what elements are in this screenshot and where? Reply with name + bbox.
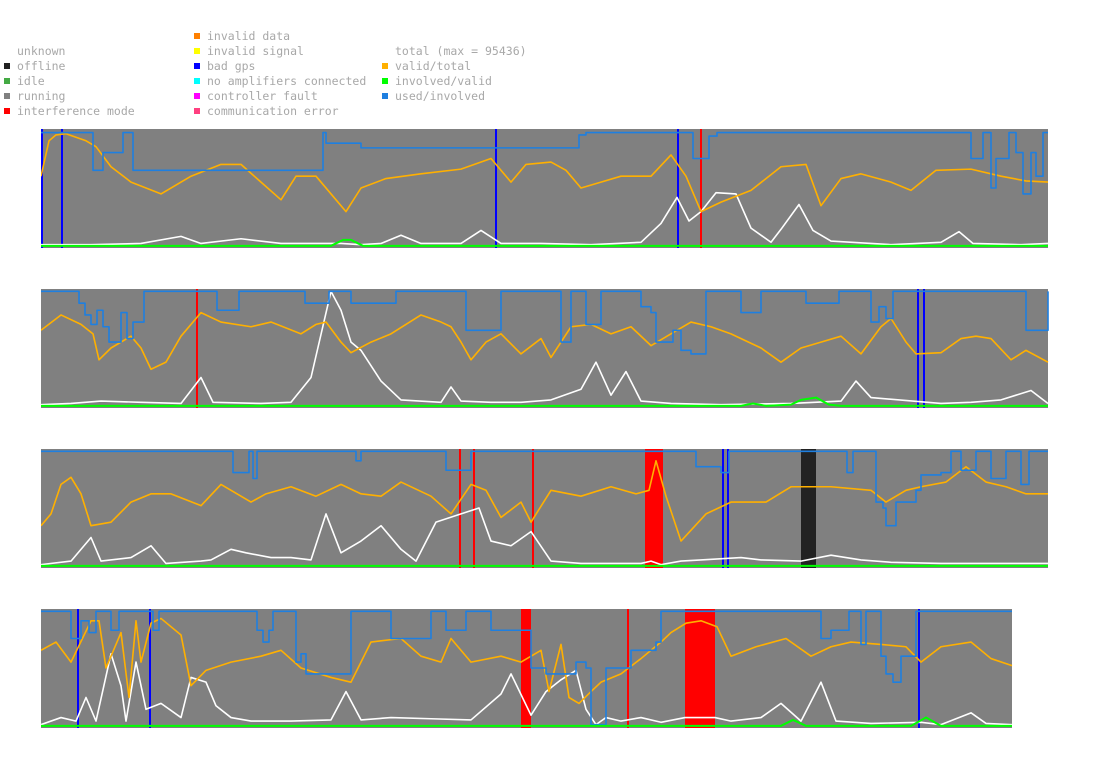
status-bad-gps — [677, 129, 679, 248]
series-valid-total-line — [41, 132, 1049, 213]
chart-row-4 — [41, 609, 1013, 730]
series-involved-valid-line — [41, 396, 1048, 407]
series-involved-valid-line — [41, 716, 1012, 727]
status-interference — [645, 449, 663, 568]
status-interference — [685, 609, 715, 728]
status-interference — [532, 449, 534, 568]
status-interference — [196, 289, 198, 408]
chart-row-2-svg — [41, 289, 1049, 408]
series-total-line — [41, 191, 1049, 246]
legend-swatch — [194, 33, 200, 39]
status-offline — [801, 449, 816, 568]
legend-swatch — [4, 93, 10, 99]
status-interference — [473, 449, 475, 568]
chart-row-4-svg — [41, 609, 1013, 728]
series-total-line — [41, 653, 1013, 726]
legend-swatch — [382, 48, 388, 54]
legend-swatch — [4, 108, 10, 114]
series-valid-total-line — [41, 311, 1049, 371]
status-bad-gps — [918, 609, 920, 728]
legend-swatch — [194, 93, 200, 99]
chart-row-1-svg — [41, 129, 1049, 248]
running-background — [41, 289, 1048, 408]
chart-row-2 — [41, 289, 1049, 410]
series-used-involved-line — [41, 450, 1048, 527]
series-used-involved-line — [41, 610, 1012, 726]
series-valid-total-line — [41, 460, 1048, 542]
status-interference — [521, 609, 531, 728]
series-valid-total-line — [41, 617, 1013, 705]
legend-swatch — [194, 63, 200, 69]
legend-swatch — [382, 78, 388, 84]
series-used-involved-line — [41, 131, 1048, 195]
legend-swatch — [382, 63, 388, 69]
chart-row-3 — [41, 449, 1049, 570]
legend-swatch — [4, 48, 10, 54]
series-used-involved-line — [41, 290, 1049, 355]
status-bad-gps — [923, 289, 925, 408]
status-interference — [459, 449, 461, 568]
running-background — [41, 129, 1048, 248]
status-bad-gps — [917, 289, 919, 408]
legend-swatch — [194, 108, 200, 114]
status-bad-gps — [495, 129, 497, 248]
status-bad-gps — [41, 129, 43, 248]
status-bad-gps — [727, 449, 729, 568]
legend-swatch — [4, 78, 10, 84]
status-bad-gps — [149, 609, 151, 728]
status-bad-gps — [77, 609, 79, 728]
legend-swatch — [382, 93, 388, 99]
status-interference — [700, 129, 702, 248]
legend-swatch — [194, 48, 200, 54]
running-background — [41, 449, 1048, 568]
series-total-line — [41, 290, 1049, 406]
series-total-line — [41, 507, 1048, 566]
chart-row-3-svg — [41, 449, 1048, 568]
legend-swatch — [4, 63, 10, 69]
status-bad-gps — [61, 129, 63, 248]
legend-swatch — [194, 78, 200, 84]
chart-row-1 — [41, 129, 1049, 250]
status-bad-gps — [722, 449, 724, 568]
series-involved-valid-line — [41, 238, 1048, 247]
